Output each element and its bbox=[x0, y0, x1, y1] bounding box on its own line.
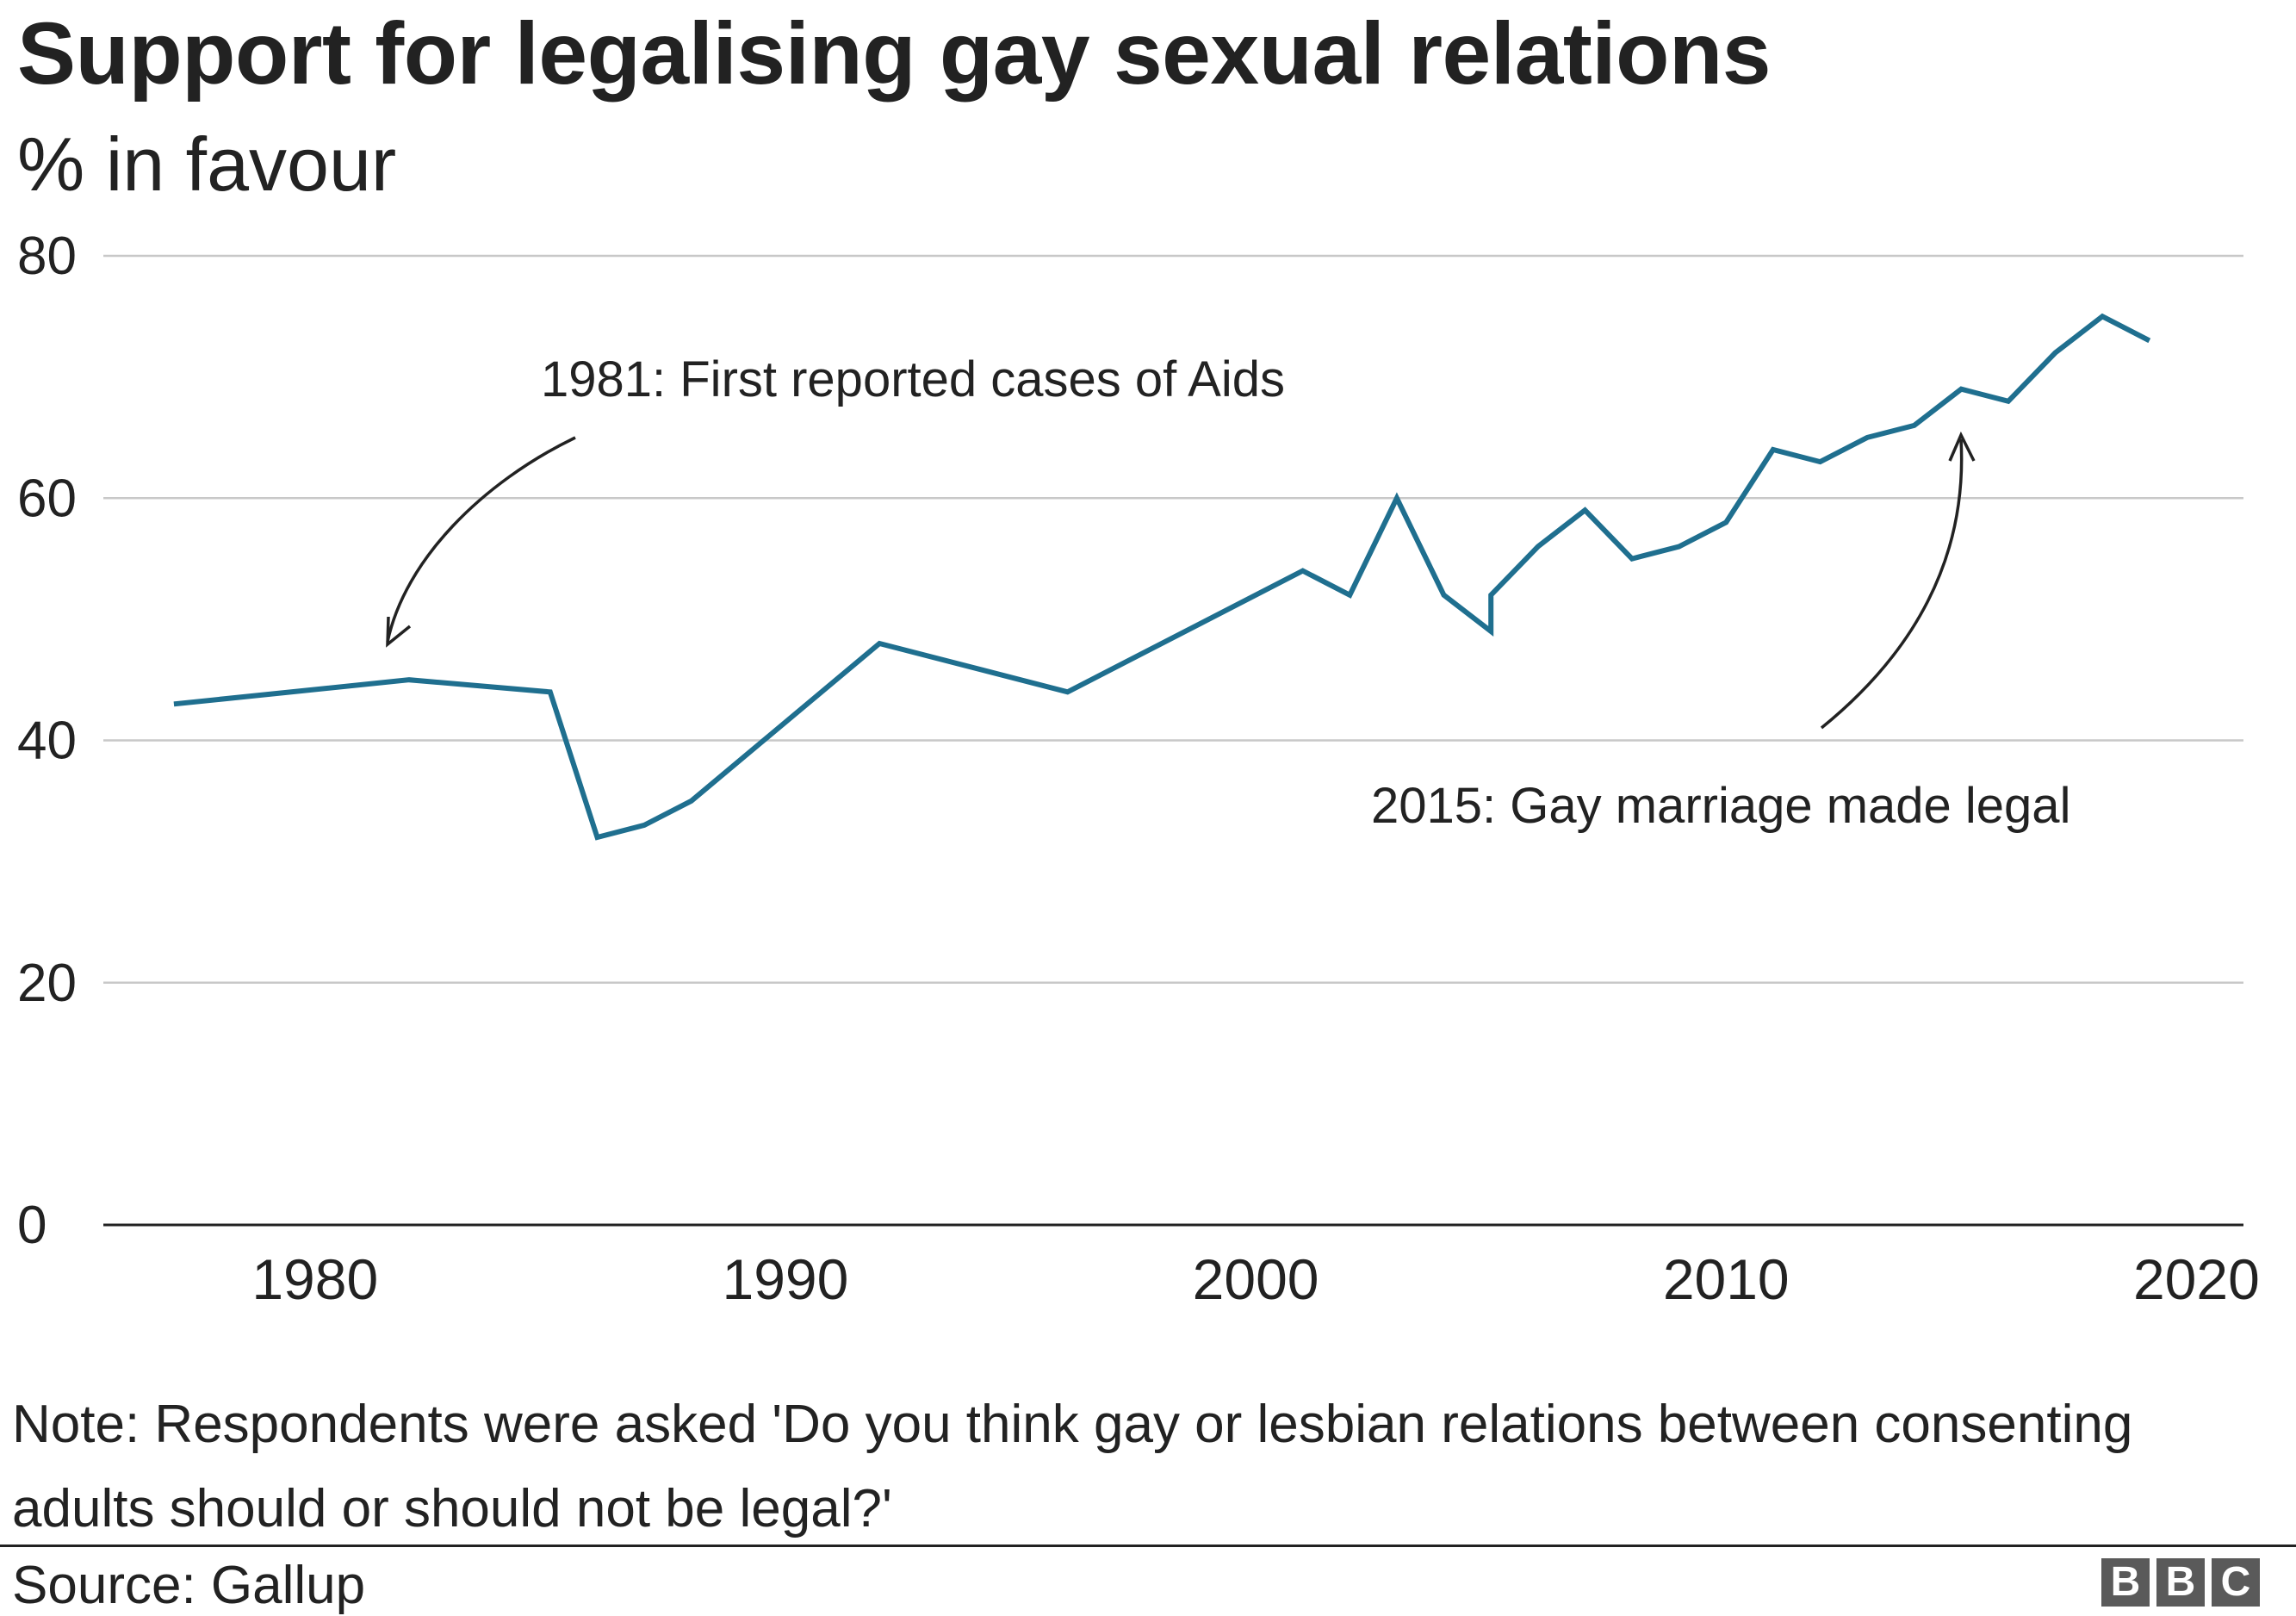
chart-title: Support for legalising gay sexual relati… bbox=[17, 4, 1771, 103]
x-tick-label: 1990 bbox=[723, 1247, 849, 1311]
annotation-arrowhead-marriage bbox=[1948, 431, 1976, 462]
x-tick-label: 2020 bbox=[2133, 1247, 2260, 1311]
y-tick-label: 60 bbox=[17, 469, 77, 528]
bbc-logo-letter: C bbox=[2212, 1558, 2260, 1607]
y-tick-label: 80 bbox=[17, 227, 77, 286]
bbc-logo: B B C bbox=[2101, 1558, 2260, 1607]
x-tick-label: 2000 bbox=[1193, 1247, 1319, 1311]
footer-divider bbox=[0, 1545, 2296, 1547]
footnote: Note: Respondents were asked 'Do you thi… bbox=[12, 1395, 2133, 1538]
annotation-arrowhead-aids bbox=[386, 616, 412, 648]
line-chart: 0 20 40 60 80 1980 1990 2000 2010 2020 1981: Firs… bbox=[17, 227, 2260, 1311]
annotation-arrow-aids bbox=[386, 436, 576, 643]
y-tick-label: 40 bbox=[17, 712, 77, 771]
bbc-logo-letter: B bbox=[2156, 1558, 2205, 1607]
annotation-label-marriage: 2015: Gay marriage made legal bbox=[1371, 778, 2070, 834]
x-tick-label: 1980 bbox=[251, 1247, 378, 1311]
y-tick-label: 0 bbox=[17, 1196, 47, 1255]
y-tick-label: 20 bbox=[17, 954, 77, 1013]
chart-subtitle: % in favour bbox=[17, 121, 397, 207]
annotation-arrow-marriage bbox=[1820, 438, 1964, 730]
annotation-label-aids: 1981: First reported cases of Aids bbox=[541, 351, 1285, 407]
source-label: Source: Gallup bbox=[12, 1556, 366, 1615]
bbc-logo-letter: B bbox=[2101, 1558, 2150, 1607]
x-tick-label: 2010 bbox=[1663, 1247, 1790, 1311]
series-line bbox=[173, 313, 2151, 841]
